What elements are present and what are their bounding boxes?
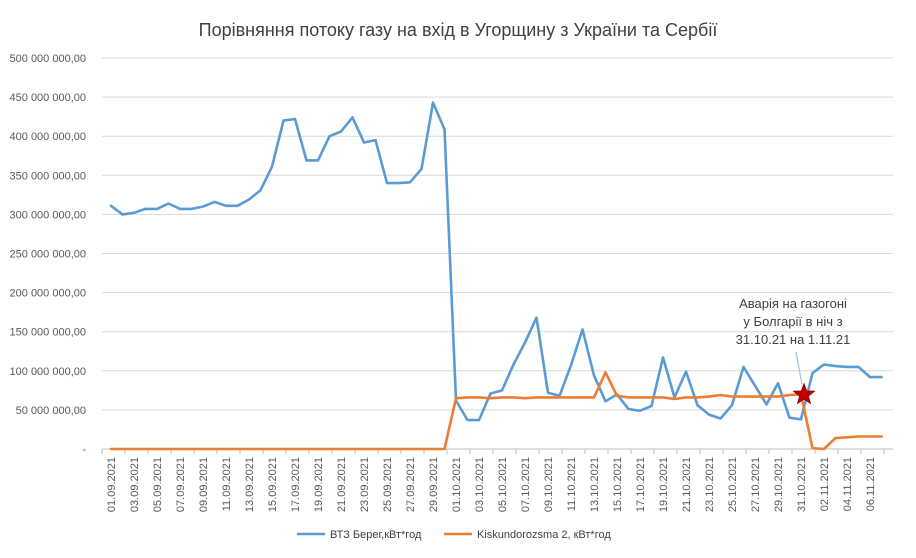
x-tick-label: 15.09.2021 bbox=[267, 457, 279, 512]
annotation-leader bbox=[795, 351, 803, 385]
x-tick-label: 01.09.2021 bbox=[106, 457, 118, 512]
x-axis: 01.09.2021 03.09.2021 05.09.2021 07.09.2021… bbox=[101, 448, 893, 512]
x-tick-label: 15.10.2021 bbox=[612, 457, 624, 512]
x-tick-label: 25.09.2021 bbox=[382, 457, 394, 512]
x-tick-label: 02.11.2021 bbox=[819, 457, 831, 511]
annotation: Аварія на газогоні у Болгарії в ніч з 31.1… bbox=[736, 296, 851, 405]
annotation-text: 31.10.21 на 1.11.21 bbox=[736, 332, 851, 347]
x-tick-label: 06.11.2021 bbox=[865, 457, 877, 511]
x-tick-label: 03.09.2021 bbox=[129, 457, 141, 512]
x-tick-label: 29.10.2021 bbox=[773, 457, 785, 512]
y-tick-label: 100 000 000,00 bbox=[10, 366, 86, 378]
x-tick-label: 01.10.2021 bbox=[451, 457, 463, 512]
y-tick-label: 150 000 000,00 bbox=[10, 327, 86, 339]
x-tick-label: 04.11.2021 bbox=[842, 457, 854, 511]
x-tick-label: 19.09.2021 bbox=[313, 457, 325, 512]
x-tick-label: 19.10.2021 bbox=[658, 457, 670, 512]
y-tick-label: 500 000 000,00 bbox=[10, 53, 86, 65]
y-axis: 500 000 000,00 450 000 000,00 400 000 000,… bbox=[10, 53, 87, 456]
x-tick-label: 17.09.2021 bbox=[290, 457, 302, 512]
x-tick-label: 17.10.2021 bbox=[635, 457, 647, 512]
y-tick-label: 450 000 000,00 bbox=[10, 92, 86, 104]
x-tick-label: 13.10.2021 bbox=[589, 457, 601, 512]
x-tick-label: 07.10.2021 bbox=[520, 457, 532, 512]
gridlines bbox=[102, 57, 893, 411]
x-tick-label: 09.09.2021 bbox=[198, 457, 210, 512]
series-lines bbox=[109, 101, 883, 451]
legend-label: ВТЗ Берег,кВт*год bbox=[330, 529, 422, 541]
x-tick-label: 13.09.2021 bbox=[244, 457, 256, 512]
x-tick-label: 11.10.2021 bbox=[566, 457, 578, 511]
y-tick-label: 400 000 000,00 bbox=[10, 131, 86, 143]
x-tick-label: 11.09.2021 bbox=[221, 457, 233, 511]
x-tick-label: 07.09.2021 bbox=[175, 457, 187, 512]
legend: ВТЗ Берег,кВт*год Kiskundorozsma 2, кВт*г… bbox=[297, 529, 611, 541]
x-tick-label: 27.09.2021 bbox=[405, 457, 417, 512]
annotation-text: у Болгарії в ніч з bbox=[743, 314, 842, 329]
annotation-text: Аварія на газогоні bbox=[739, 296, 847, 311]
y-tick-label: 300 000 000,00 bbox=[10, 209, 86, 221]
chart-title: Порівняння потоку газу на вхід в Угорщин… bbox=[198, 20, 718, 40]
x-tick-label: 05.10.2021 bbox=[497, 457, 509, 512]
x-tick-label: 09.10.2021 bbox=[543, 457, 555, 512]
legend-label: Kiskundorozsma 2, кВт*год bbox=[477, 529, 611, 541]
x-tick-label: 31.10.2021 bbox=[796, 457, 808, 512]
x-tick-label: 23.10.2021 bbox=[704, 457, 716, 512]
y-tick-label: 250 000 000,00 bbox=[10, 249, 86, 261]
x-tick-label: 03.10.2021 bbox=[474, 457, 486, 512]
star-marker bbox=[792, 382, 816, 405]
x-tick-label: 23.09.2021 bbox=[359, 457, 371, 512]
x-tick-label: 27.10.2021 bbox=[750, 457, 762, 512]
y-tick-label: - bbox=[82, 444, 86, 456]
series-line-1 bbox=[109, 101, 883, 422]
x-tick-label: 21.10.2021 bbox=[681, 457, 693, 512]
x-tick-label: 05.09.2021 bbox=[152, 457, 164, 512]
y-tick-label: 50 000 000,00 bbox=[16, 405, 86, 417]
x-tick-label: 29.09.2021 bbox=[428, 457, 440, 512]
y-tick-label: 350 000 000,00 bbox=[10, 170, 86, 182]
x-tick-label: 25.10.2021 bbox=[727, 457, 739, 512]
series-line-2 bbox=[109, 371, 883, 451]
x-tick-label: 21.09.2021 bbox=[336, 457, 348, 512]
y-tick-label: 200 000 000,00 bbox=[10, 288, 86, 300]
